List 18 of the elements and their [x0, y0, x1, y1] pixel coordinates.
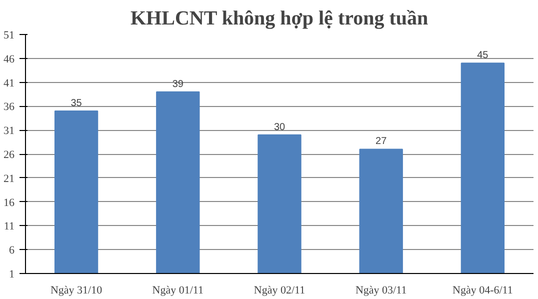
- y-tick-label: 36: [4, 101, 15, 114]
- x-tick-label: Ngày 03/11: [355, 284, 407, 296]
- y-tick-label: 16: [4, 196, 15, 209]
- y-tick-label: 1: [9, 268, 14, 280]
- y-tick-label: 6: [9, 244, 15, 257]
- chart-title: KHLCNT không hợp lệ trong tuần: [130, 8, 428, 30]
- x-tick-label: Ngày 01/11: [152, 284, 204, 296]
- y-tick-label: 46: [4, 53, 15, 66]
- y-tick-label: 26: [4, 149, 15, 161]
- data-label: 27: [376, 136, 388, 148]
- y-tick-label: 21: [4, 172, 14, 185]
- y-tick-label: 31: [4, 125, 14, 138]
- x-tick-label: Ngày 31/10: [50, 284, 103, 296]
- y-tick-label: 11: [4, 220, 14, 233]
- x-tick-label: Ngày 04-6/11: [452, 284, 513, 296]
- x-tick-label: Ngày 02/11: [254, 284, 306, 296]
- y-tick-label: 41: [4, 77, 14, 90]
- y-tick-label: 51: [4, 30, 14, 42]
